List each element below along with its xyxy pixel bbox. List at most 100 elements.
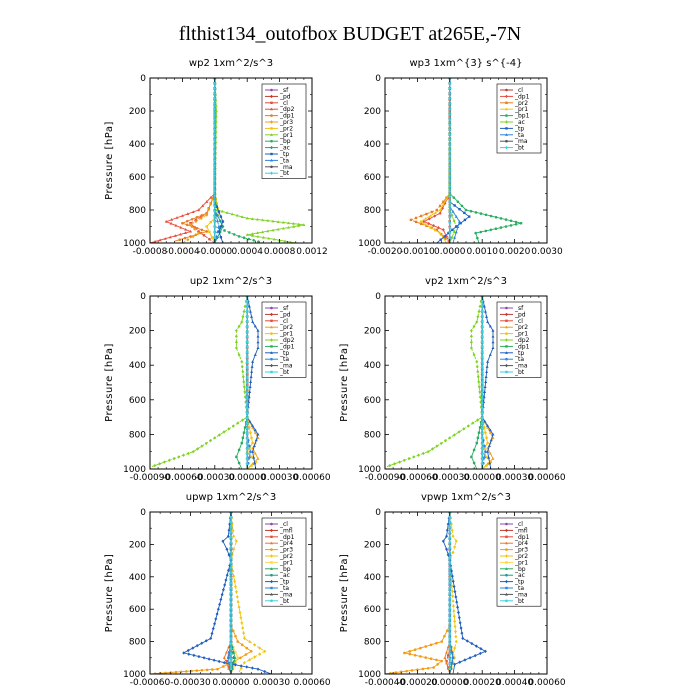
data-point [481,320,484,323]
data-point [462,427,466,431]
data-point [426,666,430,670]
data-point [213,81,217,85]
data-point [207,207,211,212]
data-point [191,234,195,239]
data-point [211,626,215,631]
data-point [488,428,492,432]
data-point [438,208,442,212]
data-point [219,236,223,239]
data-point [246,371,249,374]
data-point [256,231,260,235]
data-point [256,329,260,332]
data-point [200,231,203,235]
x-tick-label: -0.00090 [130,473,171,483]
data-point [223,583,227,587]
legend-label: _bt [514,145,525,152]
data-point [414,216,418,220]
data-point [448,586,452,590]
data-point [283,239,287,243]
data-point [221,224,225,229]
legend-label: _bt [279,598,290,605]
data-point [459,222,462,225]
legend-label: _bp [279,566,291,573]
legend-marker [270,325,273,329]
data-point [448,647,452,650]
data-point [246,350,249,354]
data-point [445,650,449,654]
data-point [199,216,203,220]
legend-label: _ta [514,356,524,363]
data-point [229,586,233,590]
legend-marker [270,357,273,361]
data-point [191,210,195,214]
data-point [232,667,235,670]
data-point [461,636,465,641]
data-point [448,112,452,116]
data-point [481,366,484,369]
data-point [448,546,452,549]
data-point [403,651,406,655]
x-tick-label: 0.00060 [293,678,330,688]
data-point [213,133,217,137]
data-point [448,652,452,656]
data-point [236,656,239,659]
legend-label: _sf [279,87,289,94]
y-tick-label: 400 [129,140,146,150]
panel-4: vp2 1xm^2/s^3 Pressure [hPa] 0 200 400 600 800… [339,276,566,483]
data-point [229,525,233,529]
data-point [297,224,301,227]
data-point [183,231,187,234]
data-point [441,539,445,543]
data-point [419,655,422,658]
data-point [451,210,455,213]
legend-label: _bt [514,369,525,376]
data-point [243,390,247,394]
data-point [424,217,427,220]
data-point [252,239,255,242]
y-tick-label: 0 [375,74,381,84]
data-point [153,463,157,468]
data-point [189,229,192,233]
legend-label: _ac [279,145,290,152]
data-point [230,212,234,216]
y-tick-label: 0 [375,508,381,518]
data-point [446,654,450,657]
data-point [504,225,508,228]
data-point [261,235,265,239]
data-point [469,209,473,213]
data-point [258,652,262,656]
data-point [460,631,464,635]
data-point [218,602,222,607]
legend-label: _pr4 [279,540,293,547]
data-point [213,184,217,188]
y-tick-label: 400 [364,573,381,583]
data-point [243,426,247,429]
data-point [200,213,204,217]
data-point [450,574,454,578]
data-point [241,418,245,422]
data-point [424,222,427,226]
data-point [235,595,239,599]
data-point [213,168,217,173]
data-point [232,534,236,538]
data-point [481,401,484,405]
data-point [240,643,244,647]
data-point [202,656,206,660]
data-point [181,221,184,225]
legend-marker [270,306,273,310]
data-point [246,320,249,323]
data-point [481,391,484,394]
data-point [238,610,242,615]
data-point [246,325,249,328]
data-point [235,213,239,217]
data-point [451,534,455,538]
data-point [242,236,246,240]
panel-3: up2 1xm^2/s^3 Pressure [hPa] 0 200 400 600 800… [104,276,331,483]
data-point [433,211,437,214]
data-point [272,237,276,241]
legend-marker [270,158,273,162]
data-point [222,656,226,659]
data-point [250,455,253,459]
data-point [445,528,449,532]
data-point [229,611,233,615]
